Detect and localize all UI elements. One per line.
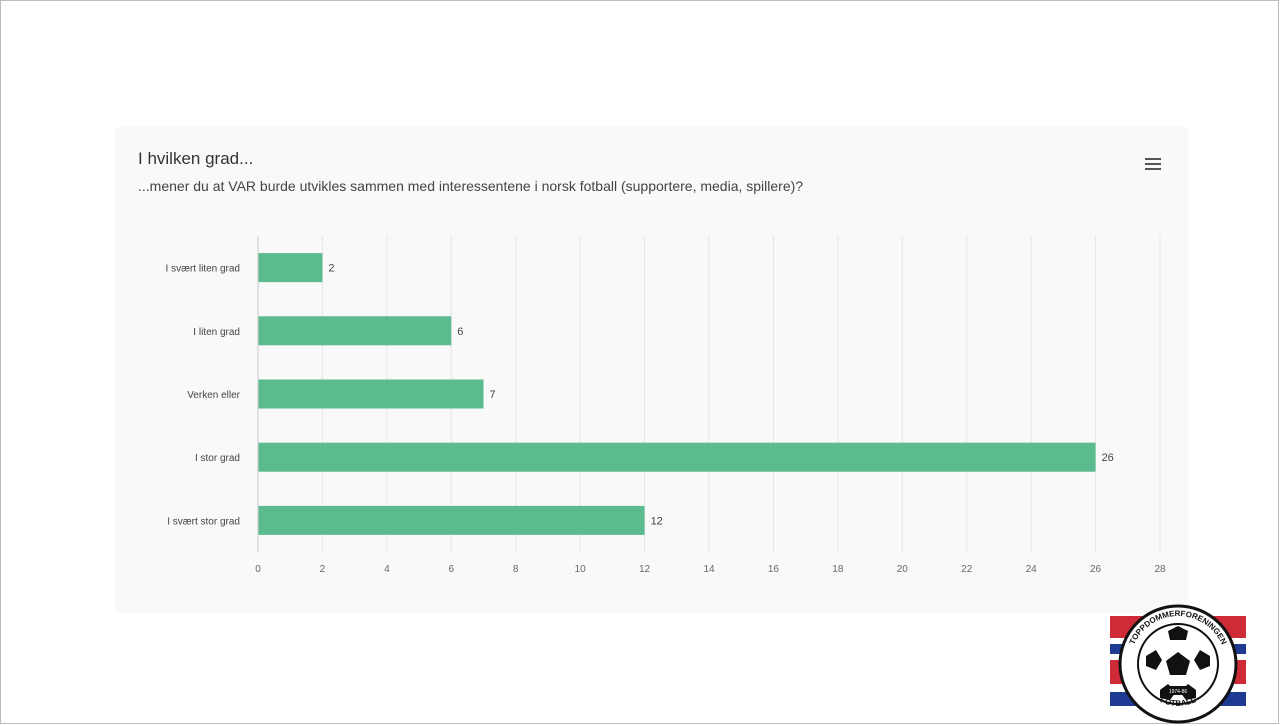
x-tick-label: 20 xyxy=(897,564,909,575)
x-tick-label: 14 xyxy=(703,564,715,575)
x-tick-label: 18 xyxy=(832,564,844,575)
hamburger-menu-icon xyxy=(1145,158,1161,160)
chart-title: I hvilken grad... xyxy=(138,149,254,168)
bar xyxy=(258,379,484,409)
x-tick-label: 2 xyxy=(320,564,326,575)
data-label: 7 xyxy=(490,389,496,401)
x-tick-label: 12 xyxy=(639,564,651,575)
x-tick-label: 10 xyxy=(575,564,587,575)
hamburger-menu-icon-line xyxy=(1145,163,1161,165)
data-label: 6 xyxy=(457,326,463,338)
category-label: I liten grad xyxy=(193,327,240,338)
svg-text:FOTBALL: FOTBALL xyxy=(1159,695,1197,707)
hamburger-menu-icon-line xyxy=(1145,168,1161,170)
bar xyxy=(258,442,1096,472)
x-tick-label: 16 xyxy=(768,564,780,575)
x-tick-label: 6 xyxy=(449,564,455,575)
x-tick-label: 26 xyxy=(1090,564,1102,575)
category-label: I svært liten grad xyxy=(166,264,240,275)
bar xyxy=(258,505,645,535)
chart-menu-button[interactable] xyxy=(1141,153,1165,175)
x-tick-label: 0 xyxy=(255,564,261,575)
data-label: 2 xyxy=(328,263,334,275)
referee-association-logo: 1974-86 TOPPDOMMERFORENINGEN FOTBALL xyxy=(1110,604,1246,724)
x-tick-label: 22 xyxy=(961,564,973,575)
data-label: 12 xyxy=(651,515,663,527)
category-label: I stor grad xyxy=(195,453,240,464)
category-label: Verken eller xyxy=(187,390,240,401)
svg-text:1974-86: 1974-86 xyxy=(1169,689,1188,695)
x-tick-label: 4 xyxy=(384,564,390,575)
bar xyxy=(258,253,323,283)
category-label: I svært stor grad xyxy=(167,516,240,527)
chart-subtitle: ...mener du at VAR burde utvikles sammen… xyxy=(138,178,804,194)
x-tick-label: 24 xyxy=(1026,564,1038,575)
bar xyxy=(258,316,452,346)
data-label: 26 xyxy=(1102,452,1114,464)
x-tick-label: 28 xyxy=(1154,564,1166,575)
x-tick-label: 8 xyxy=(513,564,519,575)
